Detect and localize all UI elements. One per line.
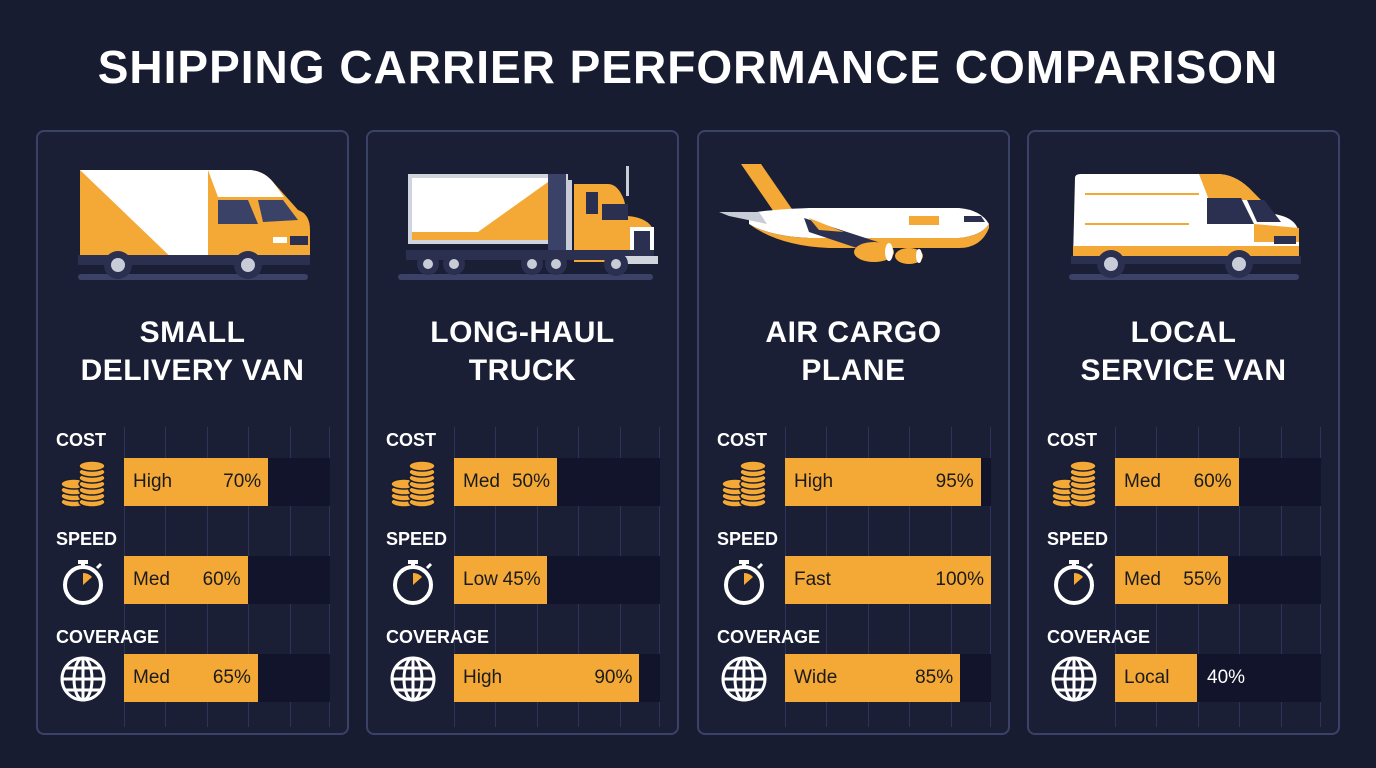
metric-label-speed: SPEED	[386, 529, 448, 549]
metric-label-speed: SPEED	[56, 529, 118, 549]
carrier-card-long-haul-truck: LONG-HAUL TRUCK COST Med 50% SPEED Low 4…	[366, 130, 679, 735]
coins-icon	[60, 460, 106, 508]
coverage-bar: Med 65%	[124, 654, 258, 702]
coverage-bar-track: Local 40%	[1115, 654, 1321, 702]
carrier-card-local-service-van: LOCAL SERVICE VAN COST Med 60% SPEED Med…	[1027, 130, 1340, 735]
globe-icon	[721, 656, 767, 702]
speed-bar-track: Med 55%	[1115, 556, 1321, 604]
coverage-bar-track: Med 65%	[124, 654, 330, 702]
coverage-bar-track: Wide 85%	[785, 654, 991, 702]
speed-bar: Low 45%	[454, 556, 547, 604]
semi-truck-icon	[398, 166, 658, 280]
metric-label-coverage: COVERAGE	[717, 627, 821, 647]
service-van-icon	[1069, 174, 1301, 280]
metric-label-coverage: COVERAGE	[1047, 627, 1151, 647]
delivery-van-icon	[78, 170, 310, 280]
stopwatch-icon	[1054, 558, 1094, 605]
metric-label-cost: COST	[717, 430, 768, 450]
card-title: AIR CARGO PLANE	[765, 316, 942, 387]
carrier-card-small-delivery-van: SMALL DELIVERY VAN COST High 70% SPEED M…	[36, 130, 349, 735]
carrier-card-air-cargo-plane: AIR CARGO PLANE COST High 95% SPEED Fast…	[697, 130, 1010, 735]
coins-icon	[721, 460, 767, 508]
cost-bar-track: High 70%	[124, 458, 330, 506]
card-title: LONG-HAUL TRUCK	[430, 316, 615, 387]
airplane-icon	[719, 164, 989, 264]
speed-bar: Med 60%	[124, 556, 248, 604]
page-title: SHIPPING CARRIER PERFORMANCE COMPARISON	[97, 41, 1279, 93]
metric-label-coverage: COVERAGE	[386, 627, 490, 647]
metric-label-cost: COST	[1047, 430, 1098, 450]
coverage-bar: Local	[1115, 654, 1198, 702]
coins-icon	[1051, 460, 1097, 508]
stopwatch-icon	[724, 558, 764, 605]
metric-label-cost: COST	[386, 430, 437, 450]
coverage-bar-track: High 90%	[454, 654, 660, 702]
speed-bar-track: Med 60%	[124, 556, 330, 604]
stopwatch-icon	[393, 558, 433, 605]
stopwatch-icon	[63, 558, 103, 605]
card-title: LOCAL SERVICE VAN	[1080, 316, 1287, 387]
cost-bar: Med 60%	[1115, 458, 1239, 506]
speed-bar-track: Fast 100%	[785, 556, 991, 604]
speed-bar: Med 55%	[1115, 556, 1229, 604]
metric-label-speed: SPEED	[1047, 529, 1109, 549]
coverage-bar: Wide 85%	[785, 654, 961, 702]
globe-icon	[60, 656, 106, 702]
globe-icon	[1051, 656, 1097, 702]
card-title: SMALL DELIVERY VAN	[80, 316, 305, 387]
coins-icon	[390, 460, 436, 508]
cost-bar-track: Med 50%	[454, 458, 660, 506]
coverage-bar: High 90%	[454, 654, 640, 702]
speed-bar-track: Low 45%	[454, 556, 660, 604]
cost-bar: Med 50%	[454, 458, 557, 506]
cost-bar-track: High 95%	[785, 458, 991, 506]
cost-bar: High 95%	[785, 458, 981, 506]
metric-label-cost: COST	[56, 430, 107, 450]
metric-label-coverage: COVERAGE	[56, 627, 160, 647]
globe-icon	[390, 656, 436, 702]
cost-bar-track: Med 60%	[1115, 458, 1321, 506]
speed-bar: Fast 100%	[785, 556, 991, 604]
cost-bar: High 70%	[124, 458, 269, 506]
metric-label-speed: SPEED	[717, 529, 779, 549]
